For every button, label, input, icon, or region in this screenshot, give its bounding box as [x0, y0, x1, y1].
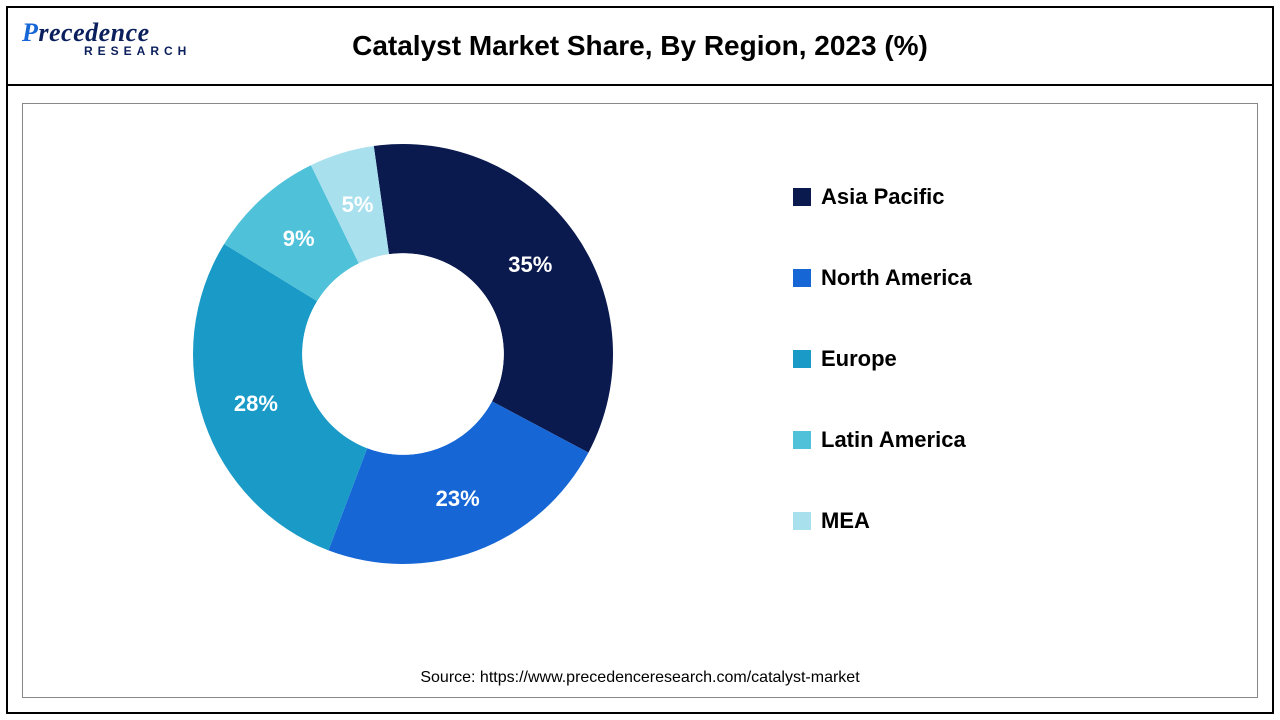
slice-value-label: 35%: [508, 252, 552, 278]
slice-value-label: 5%: [342, 192, 374, 218]
legend-item: MEA: [793, 508, 1113, 534]
legend-label: Latin America: [821, 427, 966, 453]
slice-value-label: 9%: [283, 226, 315, 252]
logo: Precedence RESEARCH: [22, 18, 222, 58]
legend-item: North America: [793, 265, 1113, 291]
legend-label: Asia Pacific: [821, 184, 945, 210]
legend-swatch: [793, 431, 811, 449]
outer-frame: Precedence RESEARCH Catalyst Market Shar…: [6, 6, 1274, 714]
legend-swatch: [793, 350, 811, 368]
logo-sub-text: RESEARCH: [84, 44, 222, 58]
legend-swatch: [793, 269, 811, 287]
legend-swatch: [793, 188, 811, 206]
chart-panel: 35% 23% 28% 9% 5% Asia Pacific North America E…: [22, 103, 1258, 698]
source-text: Source: https://www.precedenceresearch.c…: [23, 669, 1257, 687]
legend-item: Latin America: [793, 427, 1113, 453]
legend-label: MEA: [821, 508, 870, 534]
donut-chart: 35% 23% 28% 9% 5%: [183, 134, 623, 574]
legend-item: Asia Pacific: [793, 184, 1113, 210]
donut-hole: [302, 253, 504, 455]
legend-label: North America: [821, 265, 972, 291]
legend-item: Europe: [793, 346, 1113, 372]
legend: Asia Pacific North America Europe Latin Ame…: [793, 184, 1113, 589]
slice-value-label: 23%: [436, 486, 480, 512]
legend-swatch: [793, 512, 811, 530]
title-bar: Precedence RESEARCH Catalyst Market Shar…: [8, 8, 1272, 86]
slice-value-label: 28%: [234, 391, 278, 417]
legend-label: Europe: [821, 346, 897, 372]
